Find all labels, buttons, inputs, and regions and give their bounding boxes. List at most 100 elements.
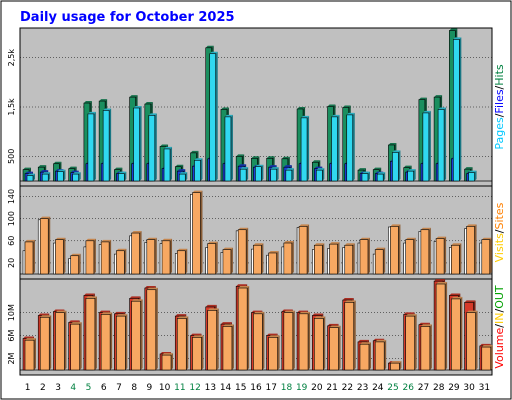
bar-volume-shade <box>390 361 402 371</box>
bar-volume-shade <box>131 299 143 371</box>
bar-pages <box>41 172 51 182</box>
chart-title: Daily usage for October 2025 <box>20 10 235 25</box>
bar-visits <box>390 224 401 275</box>
bar-pages <box>255 164 264 182</box>
bar-visits <box>116 248 127 275</box>
bar-volume-shade <box>55 310 67 371</box>
legend-separator: / <box>493 324 506 328</box>
bar-visits <box>131 231 142 275</box>
bar-volume-shade <box>298 311 311 371</box>
bar-pages <box>133 105 142 182</box>
y-tick-label: 140 <box>7 189 16 204</box>
x-tick-label: 23 <box>357 383 368 393</box>
x-tick-label: 10 <box>159 383 171 393</box>
bar-pages <box>300 115 310 182</box>
bar-volume-shade <box>146 287 158 371</box>
bar-volume-shade <box>435 282 448 371</box>
bar-visits <box>481 237 492 275</box>
bar-visits <box>161 238 173 275</box>
x-tick-label: 8 <box>131 383 137 393</box>
panel-top: 500 1,5k 2,5k <box>7 27 493 187</box>
x-tick-label: 22 <box>342 383 353 393</box>
x-tick-label: 31 <box>479 383 490 393</box>
x-tick-label: 28 <box>433 383 445 393</box>
bar-visits <box>146 237 157 275</box>
x-tick-label: 3 <box>55 383 61 393</box>
x-tick-label: 21 <box>326 383 337 393</box>
x-tick-label: 4 <box>70 383 76 393</box>
bar-visits <box>39 216 51 275</box>
bar-volume-shade <box>85 296 97 371</box>
bar-pages <box>270 167 279 182</box>
y-tick-label: 20 <box>7 258 16 268</box>
bar-pages <box>26 173 35 182</box>
bar-pages <box>331 114 340 182</box>
bar-visits <box>359 237 370 275</box>
y-tick-label: 2M <box>7 352 16 364</box>
x-tick-label: 27 <box>418 383 429 393</box>
x-tick-label: 9 <box>147 383 153 393</box>
x-tick-label: 16 <box>250 383 262 393</box>
y-tick-label: 500 <box>7 149 16 164</box>
bar-pages <box>361 171 370 182</box>
bar-pages <box>239 167 249 182</box>
legend-separator: / <box>493 229 506 233</box>
x-tick-label: 14 <box>220 383 232 393</box>
legend-middle: Visits/Sites <box>493 202 506 262</box>
bar-pages <box>468 170 477 182</box>
bar-volume-shade <box>451 296 463 371</box>
legend-word: Visits <box>493 233 506 262</box>
bar-visits <box>100 239 112 275</box>
bar-visits <box>268 250 279 275</box>
bar-pages <box>437 107 447 182</box>
bar-pages <box>194 158 203 182</box>
x-tick-label: 1 <box>25 383 31 393</box>
x-tick-label: 2 <box>40 383 46 393</box>
x-tick-label: 12 <box>189 383 200 393</box>
bar-volume-shade <box>481 345 493 371</box>
bar-volume-shade <box>39 315 52 371</box>
bar-volume-shade <box>268 335 280 371</box>
legend-word: Pages <box>493 117 506 150</box>
y-tick-label: 2,5k <box>7 49 16 67</box>
bar-volume-shade <box>24 338 36 371</box>
bar-visits <box>176 248 188 275</box>
bar-volume-shade <box>176 316 189 371</box>
bar-volume-shade <box>207 308 219 371</box>
bar-visits <box>70 253 81 275</box>
bar-visits <box>24 239 35 275</box>
bar-pages <box>87 111 96 182</box>
bar-pages <box>376 172 386 182</box>
x-tick-label: 5 <box>86 383 92 393</box>
bar-visits <box>222 247 233 275</box>
bar-visits <box>451 243 462 275</box>
bar-volume-shade <box>283 310 295 371</box>
legend-bottom: Volume/IN/OUT <box>493 285 506 369</box>
bar-pages <box>407 169 416 182</box>
x-tick-label: 29 <box>448 383 460 393</box>
bar-pages <box>178 172 188 182</box>
legend-separator: / <box>493 113 506 117</box>
bar-volume-shade <box>466 310 478 371</box>
bar-volume-shade <box>192 335 204 371</box>
bar-visits <box>374 247 386 275</box>
bar-volume-shade <box>237 286 250 371</box>
x-tick-label: 11 <box>174 383 185 393</box>
bar-visits <box>405 237 416 275</box>
x-tick-label: 15 <box>235 383 246 393</box>
bar-pages <box>422 110 431 182</box>
y-tick-label: 100 <box>7 211 16 226</box>
y-tick-label: 1,5k <box>7 98 16 116</box>
bar-pages <box>209 51 218 182</box>
bar-pages <box>346 112 355 182</box>
bar-visits <box>329 242 340 275</box>
bar-volume-shade <box>359 342 371 371</box>
panel-middle: 20 60 100 140 <box>7 185 493 280</box>
bar-visits <box>466 224 477 275</box>
x-tick-label: 20 <box>311 383 323 393</box>
bar-visits <box>207 241 218 275</box>
bar-volume-shade <box>161 353 174 371</box>
bar-pages <box>315 168 325 182</box>
bar-volume-shade <box>313 316 326 371</box>
